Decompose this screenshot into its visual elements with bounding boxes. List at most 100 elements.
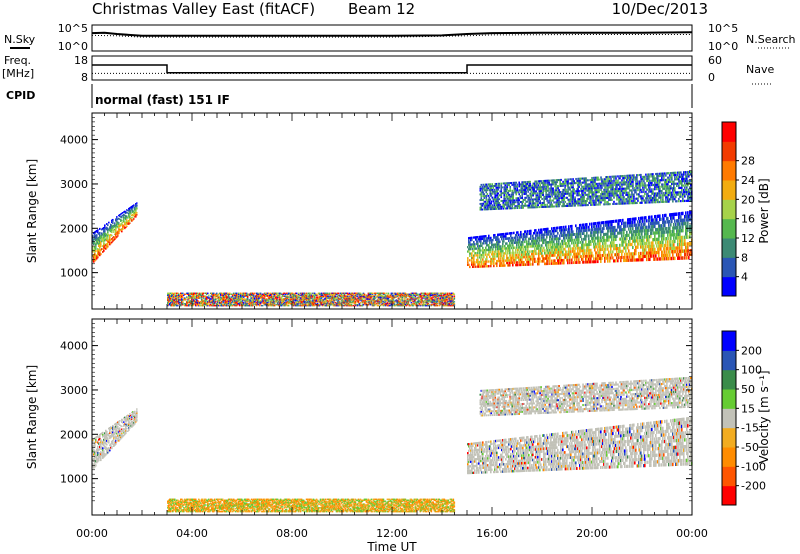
power-scatter-cell	[303, 302, 306, 304]
power-scatter-cell	[610, 250, 612, 254]
power-scatter-cell	[235, 296, 238, 298]
power-scatter-cell	[269, 301, 272, 303]
power-scatter-cell	[569, 236, 571, 240]
power-scatter-cell	[186, 293, 189, 295]
power-scatter-cell	[299, 294, 302, 296]
power-scatter-cell	[417, 294, 420, 296]
power-scatter-cell	[566, 242, 568, 245]
power-scatter-cell	[628, 243, 630, 247]
power-scatter-cell	[253, 298, 256, 300]
power-scatter-cell	[433, 293, 436, 295]
power-scatter-cell	[277, 292, 280, 294]
power-scatter-cell	[581, 255, 583, 258]
power-scatter-cell	[193, 293, 196, 295]
power-scatter-cell	[279, 293, 282, 295]
power-scatter-cell	[203, 297, 206, 299]
power-scatter-cell	[109, 236, 111, 239]
power-scatter-cell	[371, 295, 374, 297]
power-scatter-cell	[545, 230, 547, 234]
power-scatter-cell	[106, 223, 108, 225]
power-scatter-cell	[324, 302, 327, 304]
power-scatter-cell	[321, 295, 324, 297]
power-scatter-cell	[664, 250, 666, 254]
power-scatter-cell	[398, 292, 401, 294]
power-scatter-cell	[116, 236, 118, 238]
power-scatter-cell	[116, 216, 118, 218]
power-scatter-cell	[554, 262, 556, 265]
power-scatter-cell	[250, 303, 253, 305]
power-scatter-cell	[200, 303, 203, 305]
power-scatter-cell	[498, 238, 500, 241]
power-scatter-cell	[284, 294, 287, 296]
power-scatter-cell	[107, 238, 109, 241]
power-scatter-cell	[532, 260, 534, 264]
power-scatter-cell	[619, 228, 621, 232]
power-scatter-cell	[248, 304, 251, 307]
power-scatter-cell	[93, 238, 95, 241]
power-scatter-cell	[522, 238, 524, 241]
power-scatter-cell	[397, 304, 400, 307]
power-scatter-cell	[571, 261, 573, 265]
power-scatter-cell	[172, 297, 175, 299]
power-scatter-cell	[97, 250, 99, 253]
power-scatter-cell	[512, 263, 514, 267]
power-scatter-cell	[339, 298, 342, 300]
power-scatter-cell	[619, 231, 621, 235]
power-scatter-cell	[120, 216, 122, 218]
power-scatter-cell	[103, 240, 105, 243]
power-scatter-cell	[403, 296, 406, 298]
power-scatter-cell	[407, 303, 410, 305]
power-scatter-cell	[615, 259, 617, 263]
power-scatter-cell	[195, 296, 198, 298]
power-scatter-cell	[523, 248, 525, 251]
power-scatter-cell	[200, 295, 203, 297]
power-scatter-cell	[331, 301, 334, 303]
power-scatter-cell	[662, 220, 664, 225]
power-scatter-cell	[572, 238, 574, 242]
power-scatter-cell	[175, 296, 178, 298]
power-scatter-cell	[674, 239, 676, 244]
power-scatter-cell	[469, 241, 471, 244]
power-scatter-cell	[171, 292, 174, 294]
power-scatter-cell	[318, 293, 321, 295]
power-scatter-cell	[400, 303, 403, 306]
power-scatter-cell	[394, 295, 397, 297]
power-scatter-cell	[658, 254, 660, 258]
power-scatter-cell	[269, 295, 272, 297]
power-scatter-cell	[442, 296, 445, 298]
power-scatter-cell	[404, 293, 407, 295]
power-scatter-cell	[516, 241, 518, 244]
power-scatter-cell	[621, 249, 623, 253]
power-scatter-cell	[304, 294, 307, 296]
power-scatter-cell	[609, 226, 611, 230]
power-scatter-cell	[470, 239, 472, 242]
power-scatter-cell	[582, 249, 584, 253]
power-scatter-cell	[423, 296, 426, 298]
power-scatter-cell	[674, 256, 676, 261]
power-scatter-cell	[511, 261, 513, 265]
power-scatter-cell	[575, 241, 577, 245]
power-scatter-cell	[240, 297, 243, 299]
power-scatter-cell	[605, 241, 607, 245]
power-scatter-cell	[337, 299, 340, 301]
power-scatter-cell	[667, 243, 669, 247]
power-scatter-cell	[551, 259, 553, 263]
power-scatter-cell	[661, 244, 663, 248]
power-scatter-cell	[269, 297, 272, 299]
power-scatter-cell	[453, 297, 456, 299]
power-scatter-cell	[240, 295, 243, 297]
power-scatter-cell	[601, 230, 603, 234]
power-scatter-cell	[560, 256, 562, 260]
power-scatter-cell	[120, 224, 122, 227]
power-scatter-cell	[448, 292, 451, 294]
power-scatter-cell	[423, 295, 426, 297]
power-scatter-cell	[477, 249, 479, 252]
power-scatter-cell	[507, 251, 509, 255]
power-scatter-cell	[604, 238, 606, 242]
power-scatter-cell	[584, 249, 586, 253]
power-scatter-cell	[367, 302, 370, 304]
power-scatter-cell	[407, 298, 410, 300]
power-scatter-cell	[502, 264, 504, 267]
power-scatter-cell	[400, 295, 403, 297]
power-scatter-cell	[417, 299, 420, 301]
